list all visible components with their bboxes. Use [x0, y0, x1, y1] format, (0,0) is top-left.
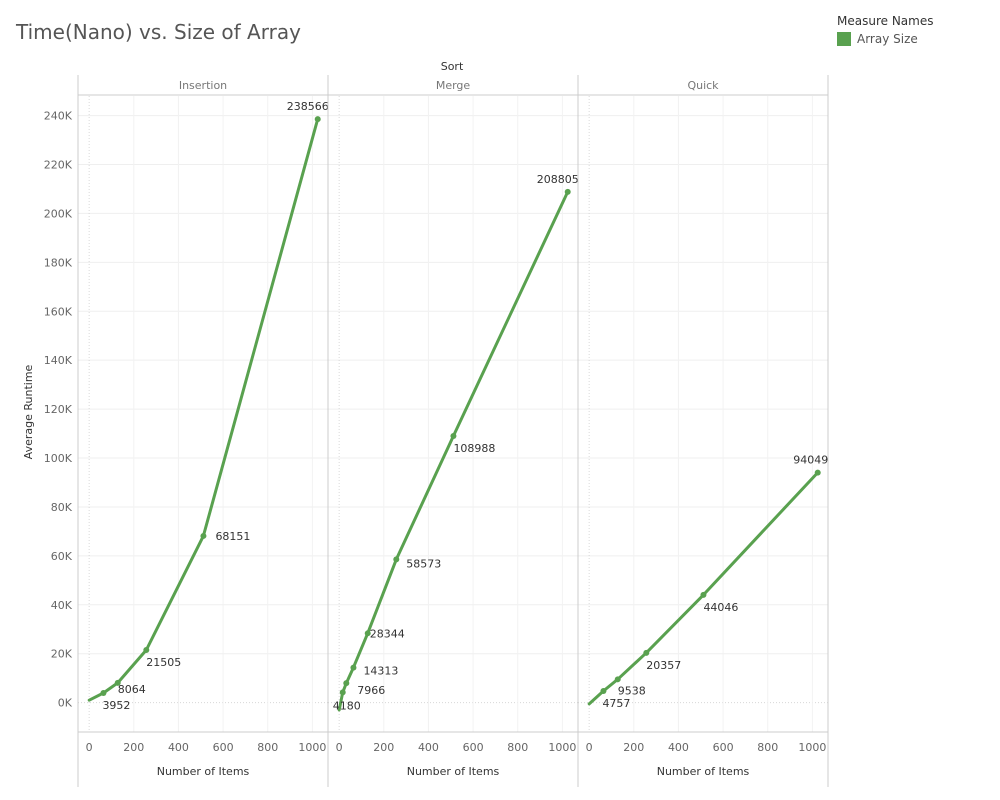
x-tick-label: 1000: [798, 741, 826, 754]
x-tick-label: 0: [86, 741, 93, 754]
panel-header-insertion: Insertion: [179, 79, 227, 92]
x-tick-label: 400: [668, 741, 689, 754]
data-label: 3952: [102, 699, 130, 712]
data-point: [364, 630, 371, 637]
data-label: 108988: [453, 442, 495, 455]
data-point: [700, 591, 707, 598]
x-tick-label: 600: [213, 741, 234, 754]
data-label: 14313: [363, 665, 398, 678]
x-tick-label: 400: [168, 741, 189, 754]
data-label: 4180: [333, 699, 361, 712]
legend-swatch: [837, 32, 851, 46]
data-point: [643, 649, 650, 656]
y-tick-label: 100K: [44, 452, 73, 465]
x-tick-label: 600: [463, 741, 484, 754]
data-label: 208805: [537, 173, 579, 186]
data-label: 8064: [118, 683, 146, 696]
data-point: [600, 688, 607, 695]
panel-header-quick: Quick: [687, 79, 719, 92]
y-tick-label: 80K: [51, 501, 73, 514]
data-point: [314, 116, 321, 123]
data-point: [564, 188, 571, 195]
data-label: 58573: [406, 557, 441, 570]
data-point: [343, 680, 350, 687]
column-header: Sort: [441, 60, 464, 73]
x-tick-label: 200: [123, 741, 144, 754]
data-label: 7966: [357, 684, 385, 697]
legend: Measure Names Array Size: [837, 14, 933, 46]
data-point: [614, 676, 621, 683]
data-label: 238566: [287, 100, 329, 113]
data-point: [814, 469, 821, 476]
y-tick-label: 140K: [44, 354, 73, 367]
data-label: 94049: [793, 454, 828, 467]
y-tick-label: 60K: [51, 550, 73, 563]
series-line-quick: [587, 471, 820, 706]
legend-item-array-size[interactable]: Array Size: [837, 32, 933, 46]
y-tick-label: 240K: [44, 110, 73, 123]
x-tick-label: 200: [373, 741, 394, 754]
series-line-insertion: [87, 117, 320, 702]
data-point: [393, 556, 400, 563]
x-tick-label: 1000: [298, 741, 326, 754]
y-axis-title: Average Runtime: [22, 364, 35, 459]
data-label: 68151: [215, 530, 250, 543]
x-tick-label: 600: [713, 741, 734, 754]
y-tick-label: 200K: [44, 207, 73, 220]
y-tick-label: 40K: [51, 599, 73, 612]
panel-header-merge: Merge: [436, 79, 471, 92]
x-tick-label: 1000: [548, 741, 576, 754]
x-axis-title: Number of Items: [657, 765, 750, 778]
x-axis-title: Number of Items: [407, 765, 500, 778]
data-label: 9538: [618, 684, 646, 697]
x-tick-label: 200: [623, 741, 644, 754]
y-tick-label: 180K: [44, 256, 73, 269]
x-tick-label: 800: [757, 741, 778, 754]
x-tick-label: 0: [586, 741, 593, 754]
legend-title: Measure Names: [837, 14, 934, 28]
x-tick-label: 800: [257, 741, 278, 754]
data-label: 20357: [646, 659, 681, 672]
x-tick-label: 800: [507, 741, 528, 754]
y-tick-label: 220K: [44, 158, 73, 171]
x-tick-label: 0: [336, 741, 343, 754]
chart-title: Time(Nano) vs. Size of Array: [16, 20, 301, 44]
x-axis-title: Number of Items: [157, 765, 250, 778]
data-point: [114, 679, 121, 686]
data-label: 21505: [146, 656, 181, 669]
y-tick-label: 0K: [58, 697, 73, 710]
data-point: [143, 647, 150, 654]
data-point: [339, 689, 346, 696]
data-point: [350, 664, 357, 671]
data-label: 28344: [370, 627, 405, 640]
data-point: [450, 433, 457, 440]
plot-layer: Insertion 0 200 400 600 800 1000 Number of Item…: [44, 75, 829, 787]
y-tick-label: 160K: [44, 305, 73, 318]
y-tick-label: 20K: [51, 648, 73, 661]
x-tick-label: 400: [418, 741, 439, 754]
data-label: 44046: [703, 601, 738, 614]
data-point: [200, 532, 207, 539]
legend-item-label: Array Size: [857, 32, 918, 46]
data-label: 4757: [602, 697, 630, 710]
y-tick-label: 120K: [44, 403, 73, 416]
data-point: [100, 689, 107, 696]
